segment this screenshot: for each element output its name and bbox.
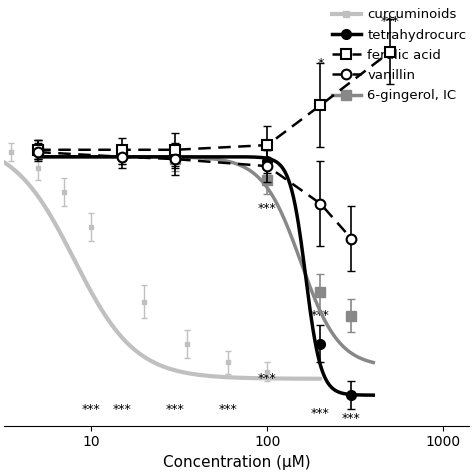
Text: ***: *** xyxy=(113,403,132,416)
Text: *: * xyxy=(317,57,323,70)
Text: ***: *** xyxy=(381,15,400,28)
Text: ***: *** xyxy=(342,412,361,425)
Text: ***: *** xyxy=(258,202,277,215)
Legend: curcuminoids, tetrahydrocurc, ferulic acid, vanillin, 6-gingerol, IC: curcuminoids, tetrahydrocurc, ferulic ac… xyxy=(327,3,472,108)
Text: ***: *** xyxy=(166,403,185,416)
Text: ***: *** xyxy=(311,309,330,322)
Text: ***: *** xyxy=(311,407,330,420)
X-axis label: Concentration (μM): Concentration (μM) xyxy=(163,455,310,470)
Text: ***: *** xyxy=(219,403,237,416)
Text: ***: *** xyxy=(258,372,277,385)
Text: ***: *** xyxy=(82,403,100,416)
